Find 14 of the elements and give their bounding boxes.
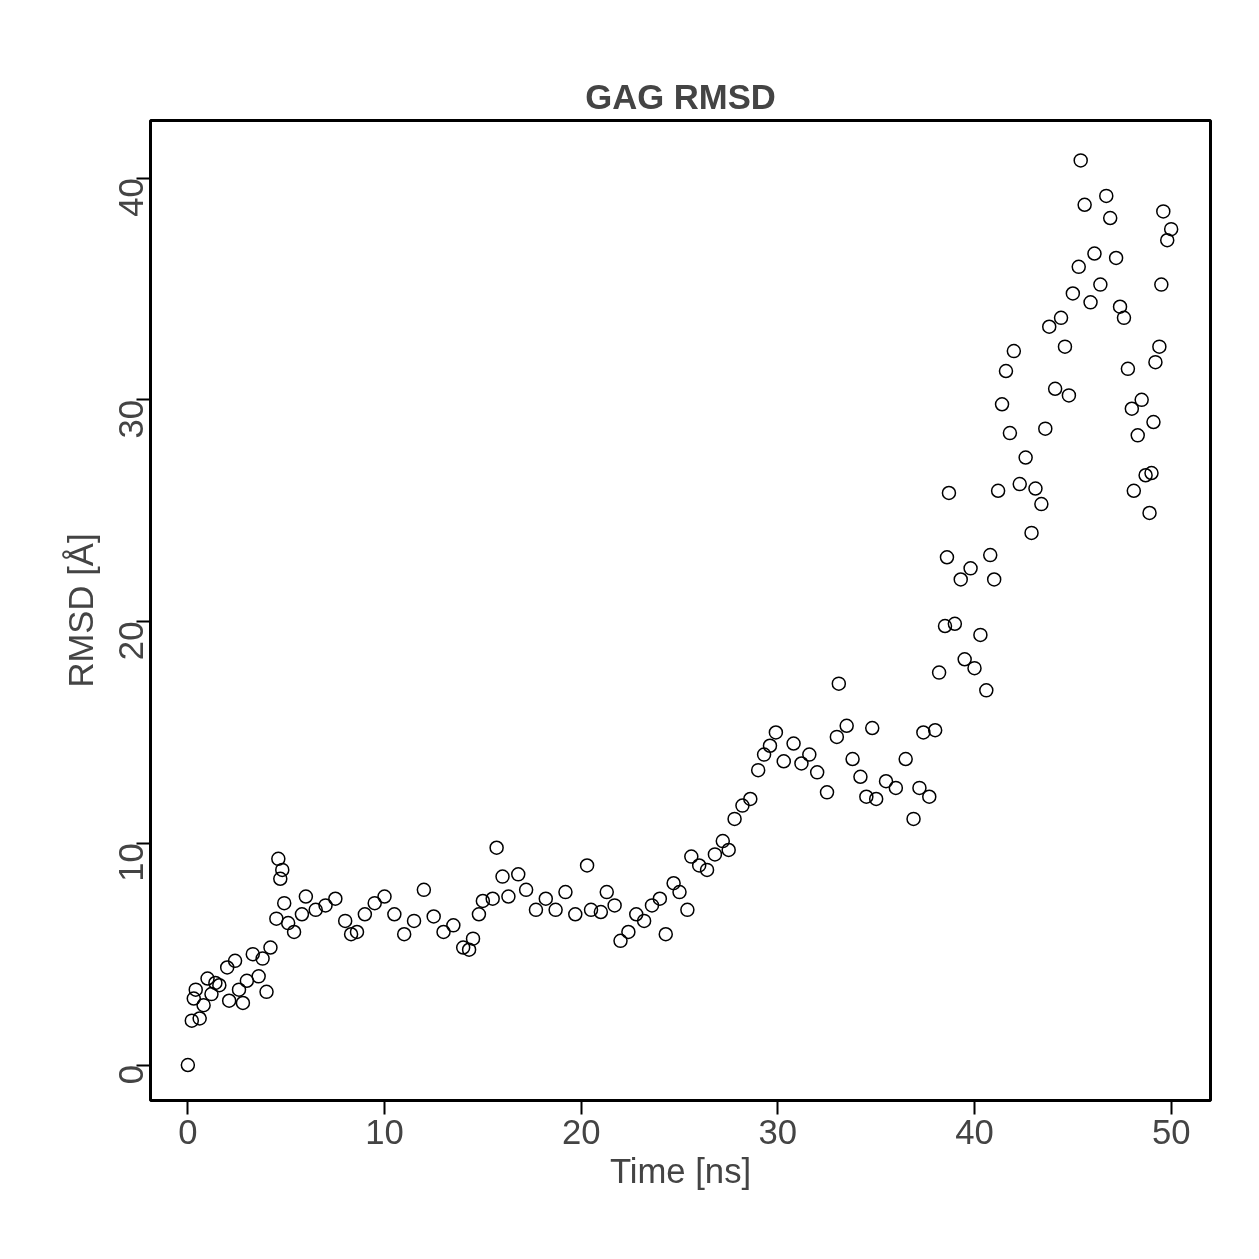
x-tick-label: 20	[561, 1112, 601, 1151]
y-tick-label: 10	[112, 843, 151, 882]
chart-title: GAG RMSD	[585, 77, 776, 116]
y-tick-label: 40	[112, 178, 151, 217]
x-tick-label: 0	[178, 1112, 198, 1151]
x-axis-title: Time [ns]	[609, 1151, 752, 1190]
y-tick-label: 20	[112, 621, 151, 661]
x-tick-label: 10	[365, 1112, 404, 1151]
y-axis-title: RMSD [Å]	[61, 533, 100, 688]
x-tick-label: 30	[758, 1112, 798, 1151]
x-tick-label: 40	[955, 1112, 994, 1151]
x-tick-label: 50	[1151, 1112, 1191, 1151]
y-tick-label: 30	[112, 399, 151, 439]
y-tick-label: 0	[112, 1065, 151, 1085]
